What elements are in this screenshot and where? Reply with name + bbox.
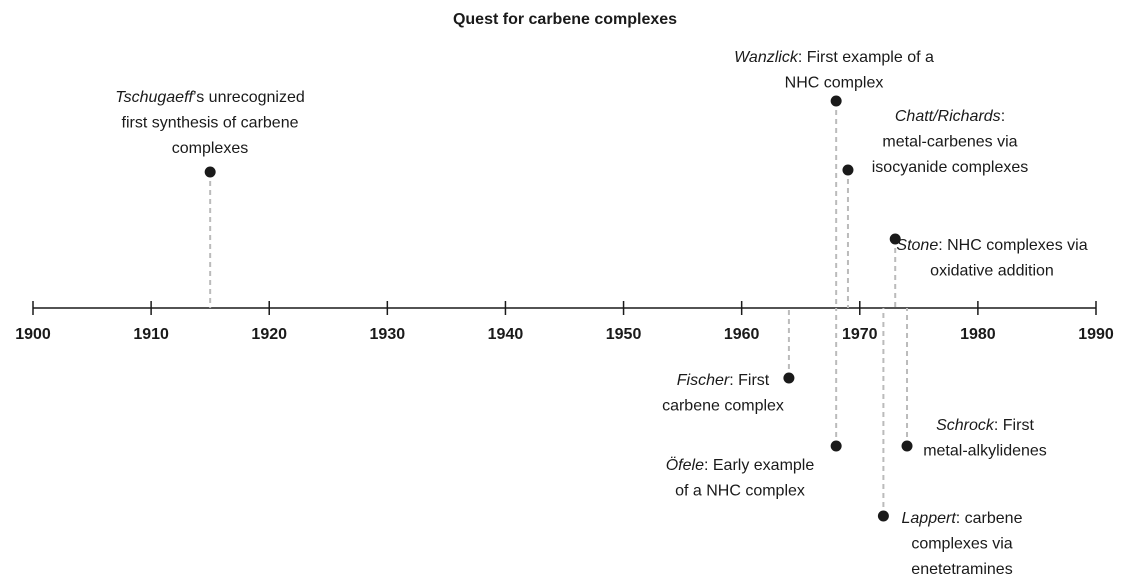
event-text: first synthesis of carbene [122, 115, 299, 132]
event-dot [830, 440, 842, 452]
event-label: complexes via [911, 536, 1012, 553]
event-label: Wanzlick: First example of a [734, 49, 934, 66]
event-label: Fischer: First [677, 372, 770, 389]
event-name: Wanzlick [734, 49, 799, 66]
event-text: ’s unrecognized [193, 89, 305, 106]
event-text: : Early example [704, 457, 814, 474]
event-label: Chatt/Richards: [895, 108, 1005, 125]
event-text: NHC complex [785, 75, 884, 92]
event-label: metal-alkylidenes [923, 443, 1047, 460]
event-dot [830, 95, 842, 107]
event-text: oxidative addition [930, 263, 1054, 280]
event-text: metal-carbenes via [882, 134, 1017, 151]
event-label: first synthesis of carbene [122, 115, 299, 132]
event-label: Tschugaeff’s unrecognized [115, 89, 304, 106]
event-text: : First [729, 372, 770, 389]
event-text: enetetramines [911, 561, 1012, 574]
event-label: oxidative addition [930, 263, 1054, 280]
event-text: carbene complex [662, 398, 784, 415]
event-name: Schrock [936, 417, 995, 434]
event-dot [889, 233, 901, 245]
event-name: Chatt/Richards [895, 108, 1001, 125]
event-dot [901, 440, 913, 452]
event-label: Lappert: carbene [902, 510, 1023, 527]
x-tick-label: 1910 [133, 326, 169, 343]
x-tick-label: 1930 [370, 326, 406, 343]
title: Quest for carbene complexes [453, 11, 677, 28]
event-label: metal-carbenes via [882, 134, 1017, 151]
event-dot [877, 510, 889, 522]
x-tick-label: 1970 [842, 326, 878, 343]
event-label: Stone: NHC complexes via [896, 237, 1087, 254]
x-tick-label: 1940 [488, 326, 524, 343]
x-tick-label: 1960 [724, 326, 760, 343]
event-text: isocyanide complexes [872, 159, 1029, 176]
event-text: of a NHC complex [675, 483, 805, 500]
event-label: complexes [172, 140, 248, 157]
event-dot [842, 164, 854, 176]
event-name: Lappert [902, 510, 957, 527]
event-text: metal-alkylidenes [923, 443, 1047, 460]
event-text: complexes [172, 140, 248, 157]
x-tick-label: 1900 [15, 326, 51, 343]
event-label: Schrock: First [936, 417, 1034, 434]
event-name: Fischer [677, 372, 730, 389]
event-name: Tschugaeff [115, 89, 194, 106]
x-tick-label: 1980 [960, 326, 996, 343]
event-label: enetetramines [911, 561, 1012, 574]
event-dot [204, 166, 216, 178]
event-name: Öfele [666, 456, 704, 474]
event-text: : [1001, 108, 1005, 125]
event-label: carbene complex [662, 398, 784, 415]
event-label: NHC complex [785, 75, 884, 92]
event-text: : First [994, 417, 1035, 434]
event-name: Stone [896, 237, 938, 254]
event-label: isocyanide complexes [872, 159, 1029, 176]
event-dot [783, 372, 795, 384]
event-text: : carbene [956, 510, 1023, 527]
event-label: of a NHC complex [675, 483, 805, 500]
event-text: : NHC complexes via [938, 237, 1087, 254]
event-text: : First example of a [798, 49, 934, 66]
event-text: complexes via [911, 536, 1012, 553]
event-label: Öfele: Early example [666, 456, 815, 474]
x-tick-label: 1990 [1078, 326, 1114, 343]
x-tick-label: 1950 [606, 326, 642, 343]
x-tick-label: 1920 [251, 326, 287, 343]
